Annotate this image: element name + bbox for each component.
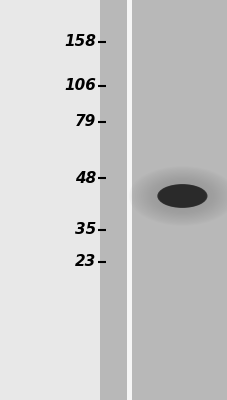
Ellipse shape [172,192,191,200]
Ellipse shape [164,188,200,204]
Ellipse shape [159,185,204,207]
Ellipse shape [163,187,200,205]
Ellipse shape [135,170,227,222]
Ellipse shape [155,181,209,211]
Ellipse shape [139,172,225,220]
Ellipse shape [141,173,222,219]
Ellipse shape [161,186,202,206]
Ellipse shape [137,171,227,221]
Ellipse shape [143,174,221,218]
Ellipse shape [175,193,188,199]
Ellipse shape [170,190,193,202]
Ellipse shape [174,192,189,200]
Ellipse shape [171,191,192,201]
Ellipse shape [133,168,227,224]
Ellipse shape [162,186,201,206]
Text: 79: 79 [74,114,96,130]
Ellipse shape [171,191,192,201]
Ellipse shape [147,176,217,216]
Ellipse shape [129,166,227,226]
Ellipse shape [158,185,205,207]
Text: 158: 158 [64,34,96,50]
Ellipse shape [157,182,207,210]
Ellipse shape [169,190,194,202]
Bar [126,0,132,400]
Text: 48: 48 [74,170,96,186]
Ellipse shape [149,178,215,214]
Ellipse shape [145,175,219,217]
Ellipse shape [165,188,198,204]
Ellipse shape [157,184,207,208]
Ellipse shape [173,192,190,200]
Ellipse shape [167,189,196,203]
Bar [100,0,227,400]
Ellipse shape [166,189,197,203]
Ellipse shape [168,190,195,202]
Ellipse shape [153,180,211,212]
Text: 35: 35 [74,222,96,238]
Ellipse shape [151,179,212,213]
Bar [0,0,100,400]
Ellipse shape [158,184,206,208]
Text: 106: 106 [64,78,96,94]
Ellipse shape [131,168,227,224]
Ellipse shape [165,188,199,204]
Text: 23: 23 [74,254,96,270]
Ellipse shape [160,186,203,206]
